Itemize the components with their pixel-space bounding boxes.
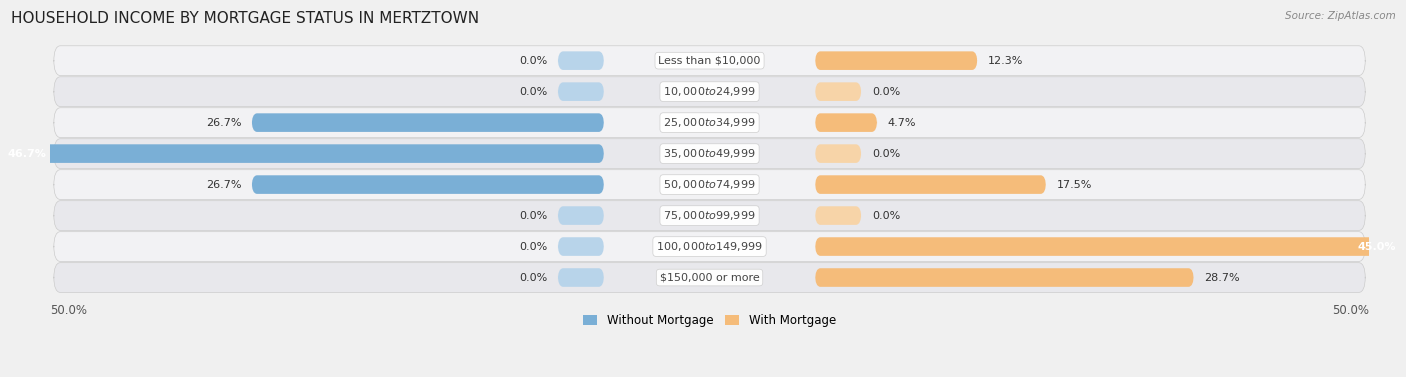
Text: $25,000 to $34,999: $25,000 to $34,999 — [664, 116, 756, 129]
FancyBboxPatch shape — [53, 77, 1365, 107]
Text: $100,000 to $149,999: $100,000 to $149,999 — [657, 240, 763, 253]
FancyBboxPatch shape — [815, 144, 862, 163]
Text: $75,000 to $99,999: $75,000 to $99,999 — [664, 209, 756, 222]
Text: 0.0%: 0.0% — [872, 87, 900, 97]
FancyBboxPatch shape — [53, 170, 1365, 199]
Text: 26.7%: 26.7% — [205, 118, 242, 128]
FancyBboxPatch shape — [815, 51, 977, 70]
FancyBboxPatch shape — [53, 263, 1365, 293]
FancyBboxPatch shape — [558, 82, 605, 101]
FancyBboxPatch shape — [53, 46, 1365, 75]
FancyBboxPatch shape — [53, 232, 1365, 261]
Text: Source: ZipAtlas.com: Source: ZipAtlas.com — [1285, 11, 1396, 21]
FancyBboxPatch shape — [558, 206, 605, 225]
FancyBboxPatch shape — [53, 108, 1365, 138]
Text: HOUSEHOLD INCOME BY MORTGAGE STATUS IN MERTZTOWN: HOUSEHOLD INCOME BY MORTGAGE STATUS IN M… — [11, 11, 479, 26]
FancyBboxPatch shape — [815, 82, 862, 101]
Text: 0.0%: 0.0% — [872, 211, 900, 221]
FancyBboxPatch shape — [558, 268, 605, 287]
Text: 0.0%: 0.0% — [519, 211, 547, 221]
FancyBboxPatch shape — [53, 139, 1365, 169]
FancyBboxPatch shape — [558, 237, 605, 256]
FancyBboxPatch shape — [815, 175, 1046, 194]
Text: 26.7%: 26.7% — [205, 179, 242, 190]
Text: 12.3%: 12.3% — [988, 56, 1024, 66]
Text: 50.0%: 50.0% — [49, 304, 87, 317]
Text: 0.0%: 0.0% — [519, 56, 547, 66]
Text: 45.0%: 45.0% — [1357, 242, 1396, 251]
Text: 0.0%: 0.0% — [519, 242, 547, 251]
Text: 50.0%: 50.0% — [1333, 304, 1369, 317]
Text: 0.0%: 0.0% — [872, 149, 900, 159]
FancyBboxPatch shape — [53, 201, 1365, 230]
Legend: Without Mortgage, With Mortgage: Without Mortgage, With Mortgage — [578, 309, 841, 332]
Text: 28.7%: 28.7% — [1205, 273, 1240, 282]
Text: $10,000 to $24,999: $10,000 to $24,999 — [664, 85, 756, 98]
Text: 46.7%: 46.7% — [7, 149, 46, 159]
Text: Less than $10,000: Less than $10,000 — [658, 56, 761, 66]
Text: $150,000 or more: $150,000 or more — [659, 273, 759, 282]
FancyBboxPatch shape — [815, 237, 1406, 256]
FancyBboxPatch shape — [0, 144, 605, 163]
FancyBboxPatch shape — [815, 113, 877, 132]
FancyBboxPatch shape — [558, 51, 605, 70]
FancyBboxPatch shape — [252, 175, 605, 194]
FancyBboxPatch shape — [815, 268, 1194, 287]
Text: 17.5%: 17.5% — [1056, 179, 1092, 190]
Text: $50,000 to $74,999: $50,000 to $74,999 — [664, 178, 756, 191]
Text: 4.7%: 4.7% — [887, 118, 917, 128]
Text: 0.0%: 0.0% — [519, 273, 547, 282]
Text: 0.0%: 0.0% — [519, 87, 547, 97]
FancyBboxPatch shape — [815, 206, 862, 225]
Text: $35,000 to $49,999: $35,000 to $49,999 — [664, 147, 756, 160]
FancyBboxPatch shape — [252, 113, 605, 132]
